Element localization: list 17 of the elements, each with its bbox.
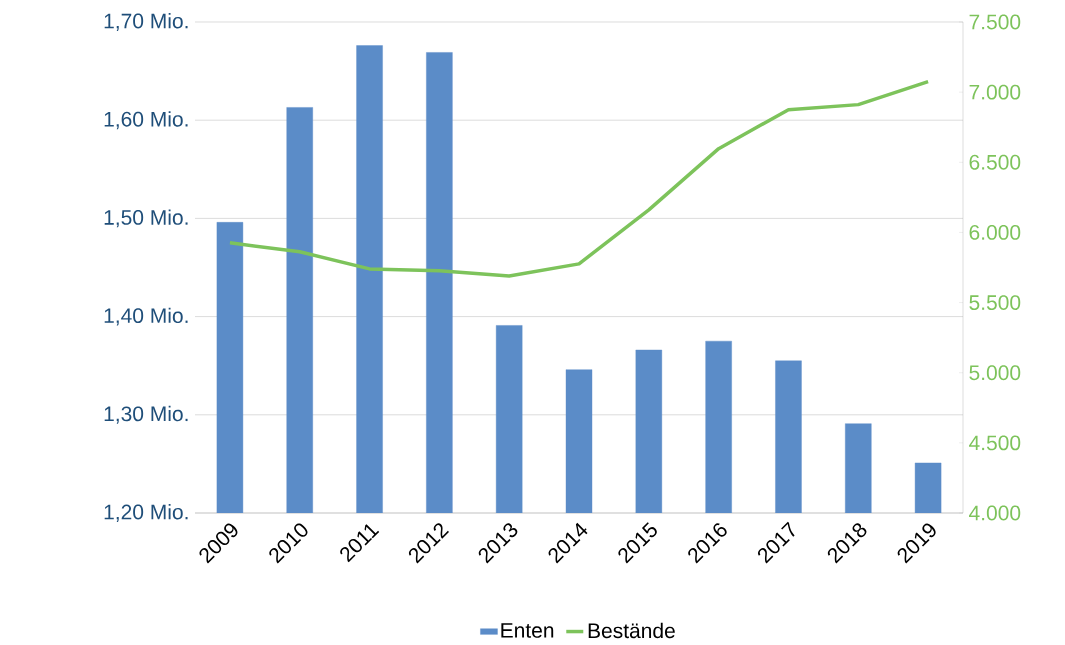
- y2-tick-label: 6.500: [969, 154, 1021, 170]
- y2-tick-label: 7.000: [969, 84, 1021, 100]
- y-tick-label: 1,40 Mio.: [104, 307, 188, 326]
- legend-label: Enten: [501, 623, 554, 638]
- y2-tick-label: 6.000: [969, 225, 1021, 240]
- y-tick-label: 1,20 Mio.: [104, 504, 188, 522]
- y-tick-label: 1,50 Mio.: [104, 209, 188, 228]
- y2-tick-label: 7.500: [969, 14, 1021, 30]
- y-tick-label: 1,30 Mio.: [104, 405, 188, 424]
- y-tick-label: 1,70 Mio.: [104, 13, 188, 31]
- line-series: [228, 79, 930, 278]
- y-tick-label: 1,60 Mio.: [104, 111, 188, 130]
- y2-tick-label: 5.500: [969, 295, 1021, 310]
- legend-label: Bestände: [588, 622, 675, 639]
- y2-tick-label: 5.000: [969, 365, 1021, 381]
- y2-tick-label: 4.000: [969, 505, 1021, 521]
- y2-tick-label: 4.500: [969, 435, 1021, 451]
